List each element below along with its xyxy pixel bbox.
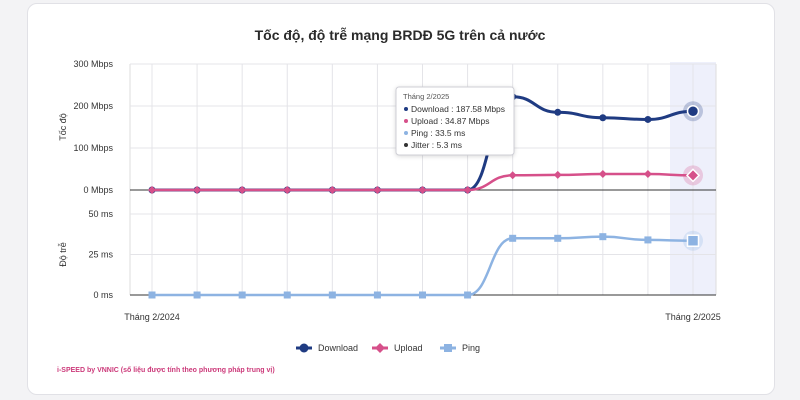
y-tick-label: 200 Mbps xyxy=(73,101,113,111)
tooltip-box xyxy=(395,86,515,156)
point-upload xyxy=(508,171,517,180)
legend: Download Upload Ping xyxy=(296,343,480,353)
point-ping xyxy=(328,291,336,299)
point-ping xyxy=(419,291,426,299)
point-download xyxy=(599,114,607,122)
point-ping xyxy=(464,291,472,299)
point-upload xyxy=(238,186,247,194)
point-upload xyxy=(418,186,427,194)
point-upload xyxy=(685,168,701,183)
tooltip-line: Ping : 33.5 ms xyxy=(411,128,465,138)
point-ping xyxy=(283,291,291,299)
tooltip-bullet xyxy=(404,119,408,123)
credit-text: i-SPEED by VNNIC (số liệu được tính theo… xyxy=(57,366,275,374)
point-ping xyxy=(686,234,700,247)
tooltip: Tháng 2/2025 Download : 187.58 Mbps Upload… xyxy=(395,86,515,156)
point-download xyxy=(644,115,652,123)
axes: 300 Mbps 200 Mbps 100 Mbps 0 Mbps Tốc độ 50 m… xyxy=(58,59,721,322)
point-upload xyxy=(643,170,652,179)
point-upload xyxy=(373,186,382,194)
y-axis-label: Tốc độ xyxy=(58,113,68,141)
point-ping xyxy=(148,291,156,299)
point-upload xyxy=(283,186,292,194)
y-tick-label: 300 Mbps xyxy=(73,59,113,69)
point-ping xyxy=(238,291,246,299)
point-ping xyxy=(554,234,562,242)
y-tick-label: 25 ms xyxy=(88,250,113,260)
tooltip-bullet xyxy=(404,143,408,147)
point-upload xyxy=(463,186,472,194)
point-ping xyxy=(509,234,517,242)
y-tick-label: 0 Mbps xyxy=(83,185,113,195)
series-layer xyxy=(148,93,703,299)
point-ping xyxy=(644,236,652,244)
point-download xyxy=(686,104,700,118)
x-tick-label: Tháng 2/2025 xyxy=(665,312,721,322)
point-download xyxy=(554,108,562,116)
chart-title: Tốc độ, độ trễ mạng BRDĐ 5G trên cả nước xyxy=(255,27,546,43)
x-tick-label: Tháng 2/2024 xyxy=(124,312,180,322)
point-ping xyxy=(599,233,607,241)
point-upload xyxy=(193,186,202,194)
y-tick-label: 100 Mbps xyxy=(73,143,113,153)
legend-marker-ping xyxy=(444,344,452,352)
point-upload xyxy=(148,186,156,194)
y-tick-label: 0 ms xyxy=(93,290,113,300)
tooltip-line: Download : 187.58 Mbps xyxy=(411,104,505,114)
point-ping xyxy=(373,291,381,299)
tooltip-line: Jitter : 5.3 ms xyxy=(411,140,462,150)
legend-label: Ping xyxy=(462,343,480,353)
tooltip-bullet xyxy=(404,107,408,111)
y-tick-label: 50 ms xyxy=(88,209,113,219)
legend-label: Download xyxy=(318,343,358,353)
point-upload xyxy=(328,186,337,194)
legend-marker-upload xyxy=(375,343,385,353)
point-upload xyxy=(553,170,562,179)
point-upload xyxy=(598,170,607,179)
tooltip-header: Tháng 2/2025 xyxy=(403,92,449,101)
point-ping xyxy=(193,291,201,299)
legend-label: Upload xyxy=(394,343,423,353)
y-axis-label: Độ trễ xyxy=(58,242,68,267)
legend-marker-download xyxy=(299,343,309,353)
tooltip-bullet xyxy=(404,131,408,135)
tooltip-line: Upload : 34.87 Mbps xyxy=(411,116,489,126)
